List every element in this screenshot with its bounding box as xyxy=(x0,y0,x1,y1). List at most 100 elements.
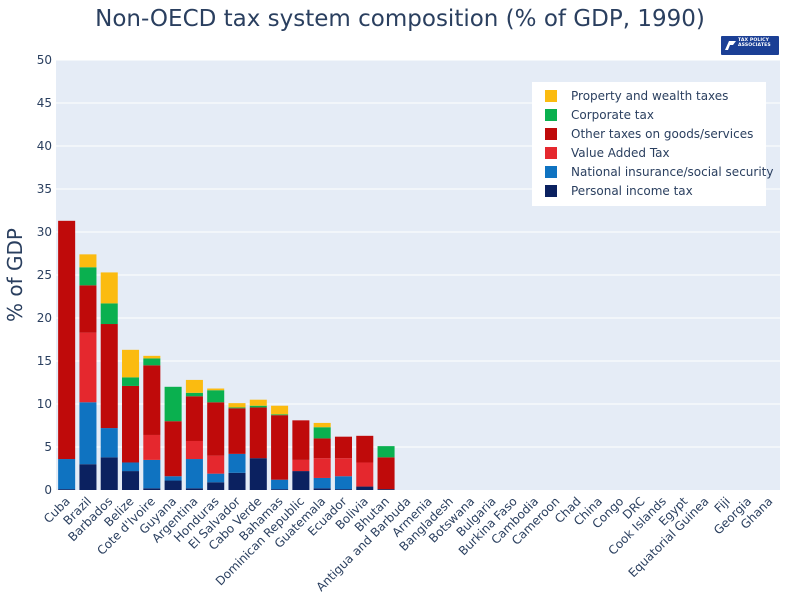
bar-segment xyxy=(313,477,331,489)
legend-swatch xyxy=(545,90,557,102)
bar-segment xyxy=(58,220,76,460)
bar-segment xyxy=(100,324,118,429)
bar-segment xyxy=(249,405,267,408)
bar-segment xyxy=(334,489,352,490)
y-tick-label: 40 xyxy=(37,139,52,153)
legend-label: Value Added Tax xyxy=(571,146,670,160)
y-tick-label: 15 xyxy=(37,354,52,368)
bar-segment xyxy=(79,285,97,333)
legend-label: Corporate tax xyxy=(571,108,654,122)
bar-segment xyxy=(58,459,76,490)
bar-segment xyxy=(313,438,331,459)
bar-segment xyxy=(100,303,118,325)
bar-segment xyxy=(143,358,161,366)
bar-segment xyxy=(313,427,331,439)
bar-segment xyxy=(292,459,310,472)
bar-segment xyxy=(271,479,289,490)
legend-background xyxy=(532,82,766,206)
y-tick-label: 20 xyxy=(37,311,52,325)
y-tick-label: 0 xyxy=(44,483,52,497)
legend-swatch xyxy=(545,128,557,140)
bar-segment xyxy=(122,385,140,463)
bar-segment xyxy=(334,458,352,477)
bar-segment xyxy=(122,377,140,386)
legend-label: Other taxes on goods/services xyxy=(571,127,753,141)
bar-segment xyxy=(207,388,225,391)
bar-segment xyxy=(292,420,310,460)
bar-segment xyxy=(143,459,161,489)
bar-segment xyxy=(58,489,76,490)
bar-segment xyxy=(122,462,140,472)
bar-segment xyxy=(292,471,310,490)
legend-swatch xyxy=(545,185,557,197)
bar-segment xyxy=(271,414,289,416)
bar-segment xyxy=(377,457,395,490)
bar-segment xyxy=(207,402,225,456)
y-tick-label: 45 xyxy=(37,96,52,110)
bar-segment xyxy=(100,272,118,304)
bar-segment xyxy=(79,402,97,465)
legend-swatch xyxy=(545,109,557,121)
bar-segment xyxy=(207,455,225,474)
bar-segment xyxy=(122,471,140,490)
bar-segment xyxy=(271,415,289,480)
logo-text: TAX POLICY ASSOCIATES xyxy=(738,38,771,48)
bar-segment xyxy=(228,407,246,409)
bar-segment xyxy=(207,482,225,490)
logo-mark-icon xyxy=(725,41,736,50)
bar-segment xyxy=(79,267,97,286)
bar-segment xyxy=(164,480,182,490)
bar-segment xyxy=(207,473,225,483)
y-tick-label: 50 xyxy=(37,53,52,67)
legend-swatch xyxy=(545,166,557,178)
bar-segment xyxy=(356,462,374,487)
bar-segment xyxy=(79,332,97,403)
bar-segment xyxy=(249,458,267,490)
bar-segment xyxy=(164,386,182,422)
bar-segment xyxy=(249,407,267,459)
bar-segment xyxy=(228,403,246,408)
y-tick-label: 25 xyxy=(37,268,52,282)
y-axis-label: % of GDP xyxy=(3,228,27,322)
bar-segment xyxy=(143,355,161,359)
y-tick-label: 35 xyxy=(37,182,52,196)
bar-segment xyxy=(185,392,203,397)
bar-segment xyxy=(164,421,182,477)
bar-segment xyxy=(79,254,97,268)
bar-segment xyxy=(143,488,161,490)
legend-swatch xyxy=(545,147,557,159)
bar-segment xyxy=(185,396,203,441)
y-axis-ticks: 0 5 10 15 20 25 30 35 40 45 50 xyxy=(37,53,52,497)
chart-title: Non-OECD tax system composition (% of GD… xyxy=(95,6,705,32)
legend-label: Property and wealth taxes xyxy=(571,89,728,103)
bar-segment xyxy=(377,446,395,458)
bar-segment xyxy=(207,390,225,403)
bar-segment xyxy=(377,489,395,490)
legend-label: Personal income tax xyxy=(571,184,693,198)
bar-segment xyxy=(164,476,182,481)
y-tick-label: 5 xyxy=(44,440,52,454)
bar-segment xyxy=(313,488,331,490)
bar-segment xyxy=(185,379,203,393)
bar-segment xyxy=(249,399,267,406)
y-tick-label: 30 xyxy=(37,225,52,239)
bar-segment xyxy=(143,365,161,435)
bar-segment xyxy=(228,453,246,473)
bars xyxy=(58,220,395,490)
bar-segment xyxy=(271,405,289,415)
bar-segment xyxy=(228,472,246,490)
bar-segment xyxy=(356,435,374,463)
bar-segment xyxy=(79,464,97,490)
bar-segment xyxy=(313,422,331,428)
bar-segment xyxy=(228,408,246,454)
bar-segment xyxy=(334,476,352,490)
bar-segment xyxy=(271,489,289,490)
bar-segment xyxy=(122,349,140,378)
bar-segment xyxy=(313,458,331,478)
bar-segment xyxy=(185,488,203,490)
bar-segment xyxy=(100,428,118,458)
tax-policy-associates-logo: TAX POLICY ASSOCIATES xyxy=(721,36,779,55)
legend-label: National insurance/social security xyxy=(571,165,773,179)
